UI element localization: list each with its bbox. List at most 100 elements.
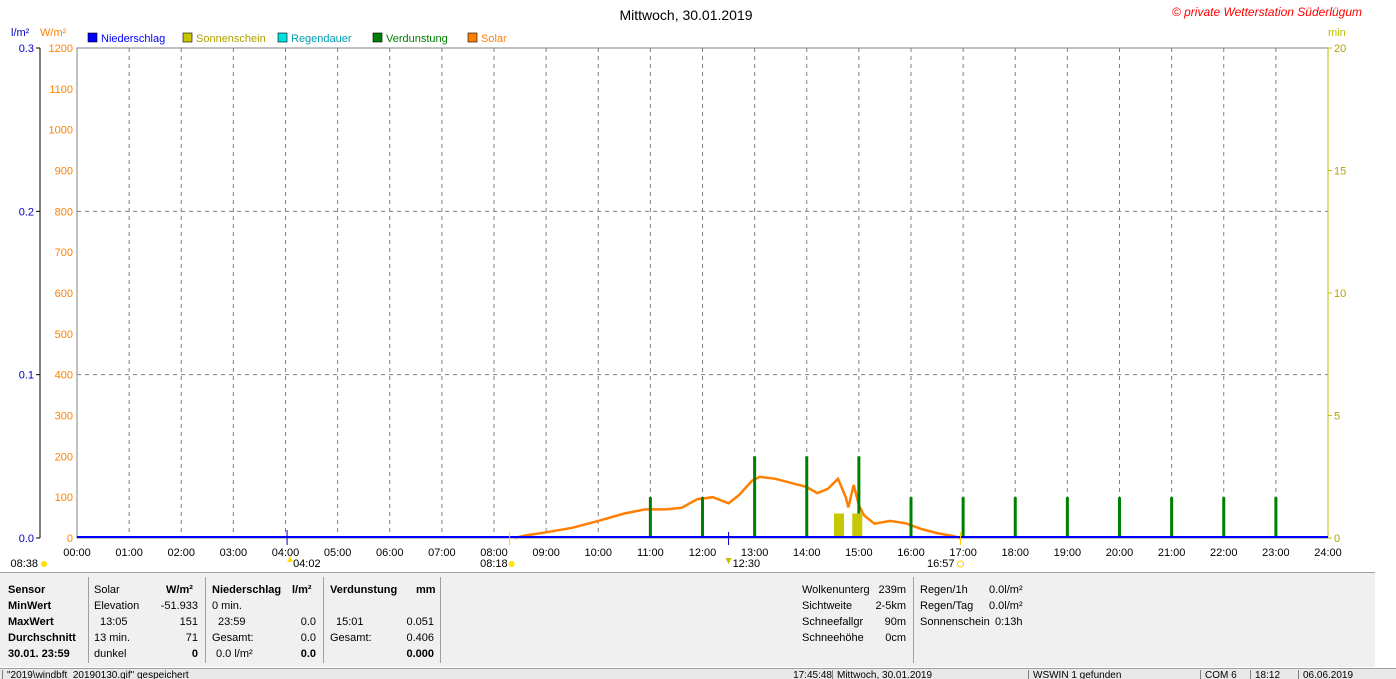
niederschlag-label-1: 23:59 (218, 616, 246, 628)
status-bar: "2019\windbft_20190130.gif" gespeichert … (0, 668, 1396, 679)
rain-label-0: Regen/1h (920, 584, 968, 596)
legend-label: Sonnenschein (196, 33, 266, 45)
verdunstung-bar (1013, 497, 1017, 538)
x-tick-label: 01:00 (115, 547, 143, 559)
right-margin (1376, 0, 1396, 668)
weather-label-0: Wolkenunterg (802, 584, 870, 596)
sensor-row-min: MinWert (8, 600, 52, 612)
verdunstung-bar (857, 456, 861, 538)
sensor-row-max: MaxWert (8, 616, 54, 628)
status-date: Mittwoch, 30.01.2019 (832, 670, 1027, 679)
verdunstung-bar (648, 497, 652, 538)
niederschlag-value-1: 0.0 (300, 616, 316, 628)
x-tick-label: 16:00 (897, 547, 925, 559)
sun-south-label: 12:30 (733, 558, 761, 570)
solar-label-0: Elevation (94, 600, 140, 612)
x-tick-label: 22:00 (1210, 547, 1238, 559)
sun-moon-markers: 08:38 04:02 08:18 12:30 16:57 (10, 530, 965, 570)
verdunstung-header: Verdunstung (330, 584, 398, 596)
left-inner-tick-label: 100 (55, 492, 73, 504)
sunset-icon (957, 560, 965, 568)
rain-value-1: 0.0l/m² (989, 600, 1023, 612)
summary-panel: Sensor MinWert MaxWert Durchschnitt 30.0… (0, 572, 1375, 667)
verdunstung-label-2: Gesamt: (330, 632, 372, 644)
verdunstung-bar (1118, 497, 1121, 538)
solar-line (514, 475, 961, 540)
weather-value-1: 2-5km (875, 600, 906, 612)
verdunstung-value-1: 0.051 (406, 616, 434, 628)
x-tick-label: 02:00 (167, 547, 195, 559)
verdunstung-bar (1222, 497, 1226, 538)
left-outer-tick-label: 0.1 (19, 370, 34, 382)
x-tick-label: 05:00 (324, 547, 352, 559)
chart-marks (77, 456, 1328, 540)
x-tick-label: 21:00 (1158, 547, 1186, 559)
rain-label-2: Sonnenschein (920, 616, 990, 628)
sunrise-label: 08:18 (480, 558, 508, 570)
verdunstung-value-3: 0.000 (406, 648, 434, 660)
status-clock: 18:12 (1250, 670, 1299, 679)
weather-label-2: Schneefallgr (802, 616, 864, 628)
left-inner-tick-label: 900 (55, 166, 73, 178)
x-tick-label: 23:00 (1262, 547, 1290, 559)
right-tick-label: 20 (1334, 43, 1346, 55)
moonrise-icon (41, 561, 47, 567)
legend: Niederschlag Sonnenschein Regendauer Verdun… (87, 32, 507, 45)
status-today: 06.06.2019 (1298, 670, 1363, 679)
weather-label-3: Schneehöhe (802, 632, 864, 644)
solar-unit: W/m² (166, 584, 193, 596)
verdunstung-bar (753, 456, 757, 538)
right-tick-label: 0 (1334, 533, 1340, 545)
solar-header: Solar (94, 584, 120, 596)
x-tick-label: 24:00 (1314, 547, 1342, 559)
left-inner-tick-label: 200 (55, 451, 73, 463)
x-tick-label: 18:00 (1001, 547, 1029, 559)
niederschlag-label-2: Gesamt: (212, 632, 254, 644)
right-tick-label: 15 (1334, 166, 1346, 178)
status-file: "2019\windbft_20190130.gif" gespeichert (2, 670, 782, 679)
sunset-label: 16:57 (927, 558, 955, 570)
left-inner-tick-label: 1000 (49, 125, 73, 137)
moonrise-label: 08:38 (10, 558, 38, 570)
x-tick-label: 15:00 (845, 547, 873, 559)
legend-label: Solar (481, 33, 507, 45)
moon-south-icon (287, 556, 294, 562)
niederschlag-header: Niederschlag (212, 584, 282, 596)
x-tick-label: 03:00 (220, 547, 248, 559)
axes: 0.30.20.10.01200110010009008007006005004… (19, 43, 1347, 559)
x-tick-label: 11:00 (637, 547, 664, 559)
watermark: © private Wetterstation Süderlügum (1172, 5, 1362, 19)
weather-label-1: Sichtweite (802, 600, 853, 612)
x-tick-label: 12:00 (689, 547, 717, 559)
sensor-row-date: 30.01. 23:59 (8, 648, 70, 660)
chart-title: Mittwoch, 30.01.2019 (619, 7, 752, 23)
solar-label-2: 13 min. (94, 632, 131, 644)
unit-left-inner: W/m² (40, 27, 67, 39)
status-port: COM 6 (1200, 670, 1245, 679)
verdunstung-bar (1170, 497, 1174, 538)
x-tick-label: 00:00 (63, 547, 91, 559)
solar-label-1: 13:05 (100, 616, 128, 628)
rain-label-1: Regen/Tag (920, 600, 974, 612)
grid (76, 47, 1329, 539)
solar-value-0: -51.933 (160, 600, 198, 612)
solar-value-1: 151 (179, 616, 198, 628)
x-tick-label: 20:00 (1106, 547, 1134, 559)
niederschlag-value-2: 0.0 (300, 632, 316, 644)
x-tick-label: 14:00 (793, 547, 821, 559)
legend-swatch (467, 32, 478, 43)
x-tick-label: 09:00 (532, 547, 560, 559)
weather-chart: Mittwoch, 30.01.2019 © private Wettersta… (10, 5, 1362, 570)
sun-south-icon (725, 558, 732, 564)
rain-value-2: 0:13h (995, 616, 1023, 628)
status-time: 17:45:48 (793, 670, 832, 679)
right-tick-label: 5 (1334, 411, 1340, 423)
unit-left-outer: l/m² (11, 27, 30, 39)
legend-label: Regendauer (291, 33, 352, 45)
left-inner-tick-label: 600 (55, 288, 73, 300)
sunrise-icon (508, 561, 515, 567)
verdunstung-bar (1065, 497, 1069, 538)
left-inner-tick-label: 800 (55, 206, 73, 218)
left-inner-tick-label: 1100 (49, 84, 73, 96)
verdunstung-bar (961, 497, 965, 538)
